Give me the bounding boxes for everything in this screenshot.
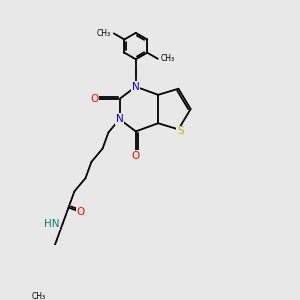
Text: O: O [132,151,140,161]
Text: O: O [90,94,98,104]
Text: N: N [116,114,123,124]
Text: CH₃: CH₃ [32,292,46,300]
Text: O: O [77,207,85,217]
Text: HN: HN [44,219,60,229]
Text: N: N [132,82,140,92]
Text: S: S [177,126,184,136]
Text: CH₃: CH₃ [97,29,111,38]
Text: CH₃: CH₃ [161,54,175,63]
